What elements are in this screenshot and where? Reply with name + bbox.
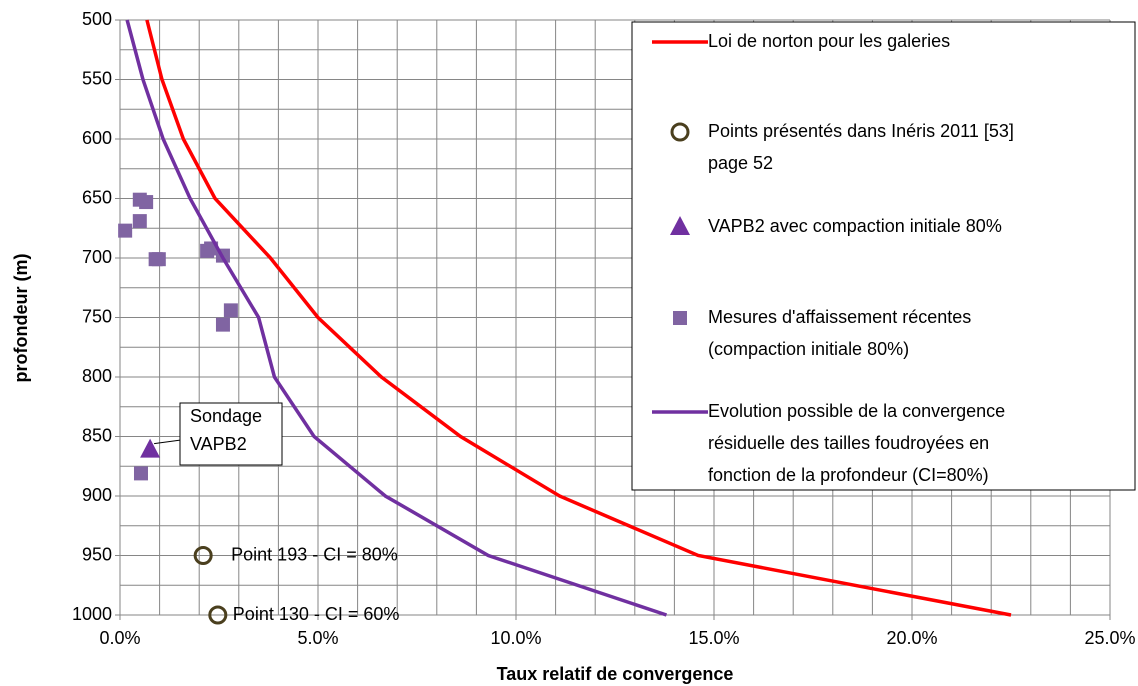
- annotation: Sondage VAPB2: [190, 406, 262, 454]
- point: [133, 466, 148, 481]
- point: [118, 223, 133, 238]
- point: [132, 214, 147, 229]
- annotation: Point 193 - CI = 80%: [231, 544, 398, 564]
- y-tick-label: 600: [82, 128, 112, 148]
- y-tick-label: 1000: [72, 604, 112, 624]
- x-axis-label: Taux relatif de convergence: [497, 664, 734, 684]
- y-tick-label: 550: [82, 68, 112, 88]
- point: [193, 546, 213, 565]
- legend-label: Loi de norton pour les galeries: [708, 31, 950, 51]
- y-tick-label: 650: [82, 187, 112, 207]
- legend-swatch: [673, 311, 687, 325]
- y-tick-label: 850: [82, 425, 112, 445]
- y-tick-label: 500: [82, 9, 112, 29]
- y-tick-label: 750: [82, 306, 112, 326]
- leader-line: [154, 439, 182, 445]
- legend-label: VAPB2 avec compaction initiale 80%: [708, 216, 1002, 236]
- legend-swatch: [670, 122, 690, 142]
- x-tick-label: 20.0%: [886, 628, 937, 648]
- y-tick-label: 700: [82, 247, 112, 267]
- x-tick-label: 5.0%: [297, 628, 338, 648]
- legend-box: [631, 21, 1136, 491]
- annotation: Point 130 - CI = 60%: [233, 604, 400, 624]
- annotation-box: [179, 402, 283, 466]
- x-tick-label: 25.0%: [1084, 628, 1135, 648]
- point: [151, 252, 166, 267]
- legend-swatch: [670, 216, 690, 235]
- legend-label: Points présentés dans Inéris 2011 [53] pa…: [708, 121, 1014, 173]
- y-axis-label: profondeur (m): [11, 254, 31, 383]
- point: [139, 195, 154, 210]
- point: [223, 303, 238, 318]
- line: [145, 19, 1012, 617]
- point: [208, 605, 228, 625]
- x-tick-label: 0.0%: [99, 628, 140, 648]
- y-tick-label: 950: [82, 544, 112, 564]
- y-tick-label: 900: [82, 485, 112, 505]
- x-tick-label: 15.0%: [688, 628, 739, 648]
- x-tick-label: 10.0%: [490, 628, 541, 648]
- legend-label: Mesures d'affaissement récentes (compacti…: [708, 307, 971, 359]
- point: [215, 317, 230, 332]
- point: [140, 438, 161, 458]
- y-tick-label: 800: [82, 366, 112, 386]
- line: [125, 19, 668, 617]
- legend-label: Evolution possible de la convergence rési…: [708, 401, 1005, 485]
